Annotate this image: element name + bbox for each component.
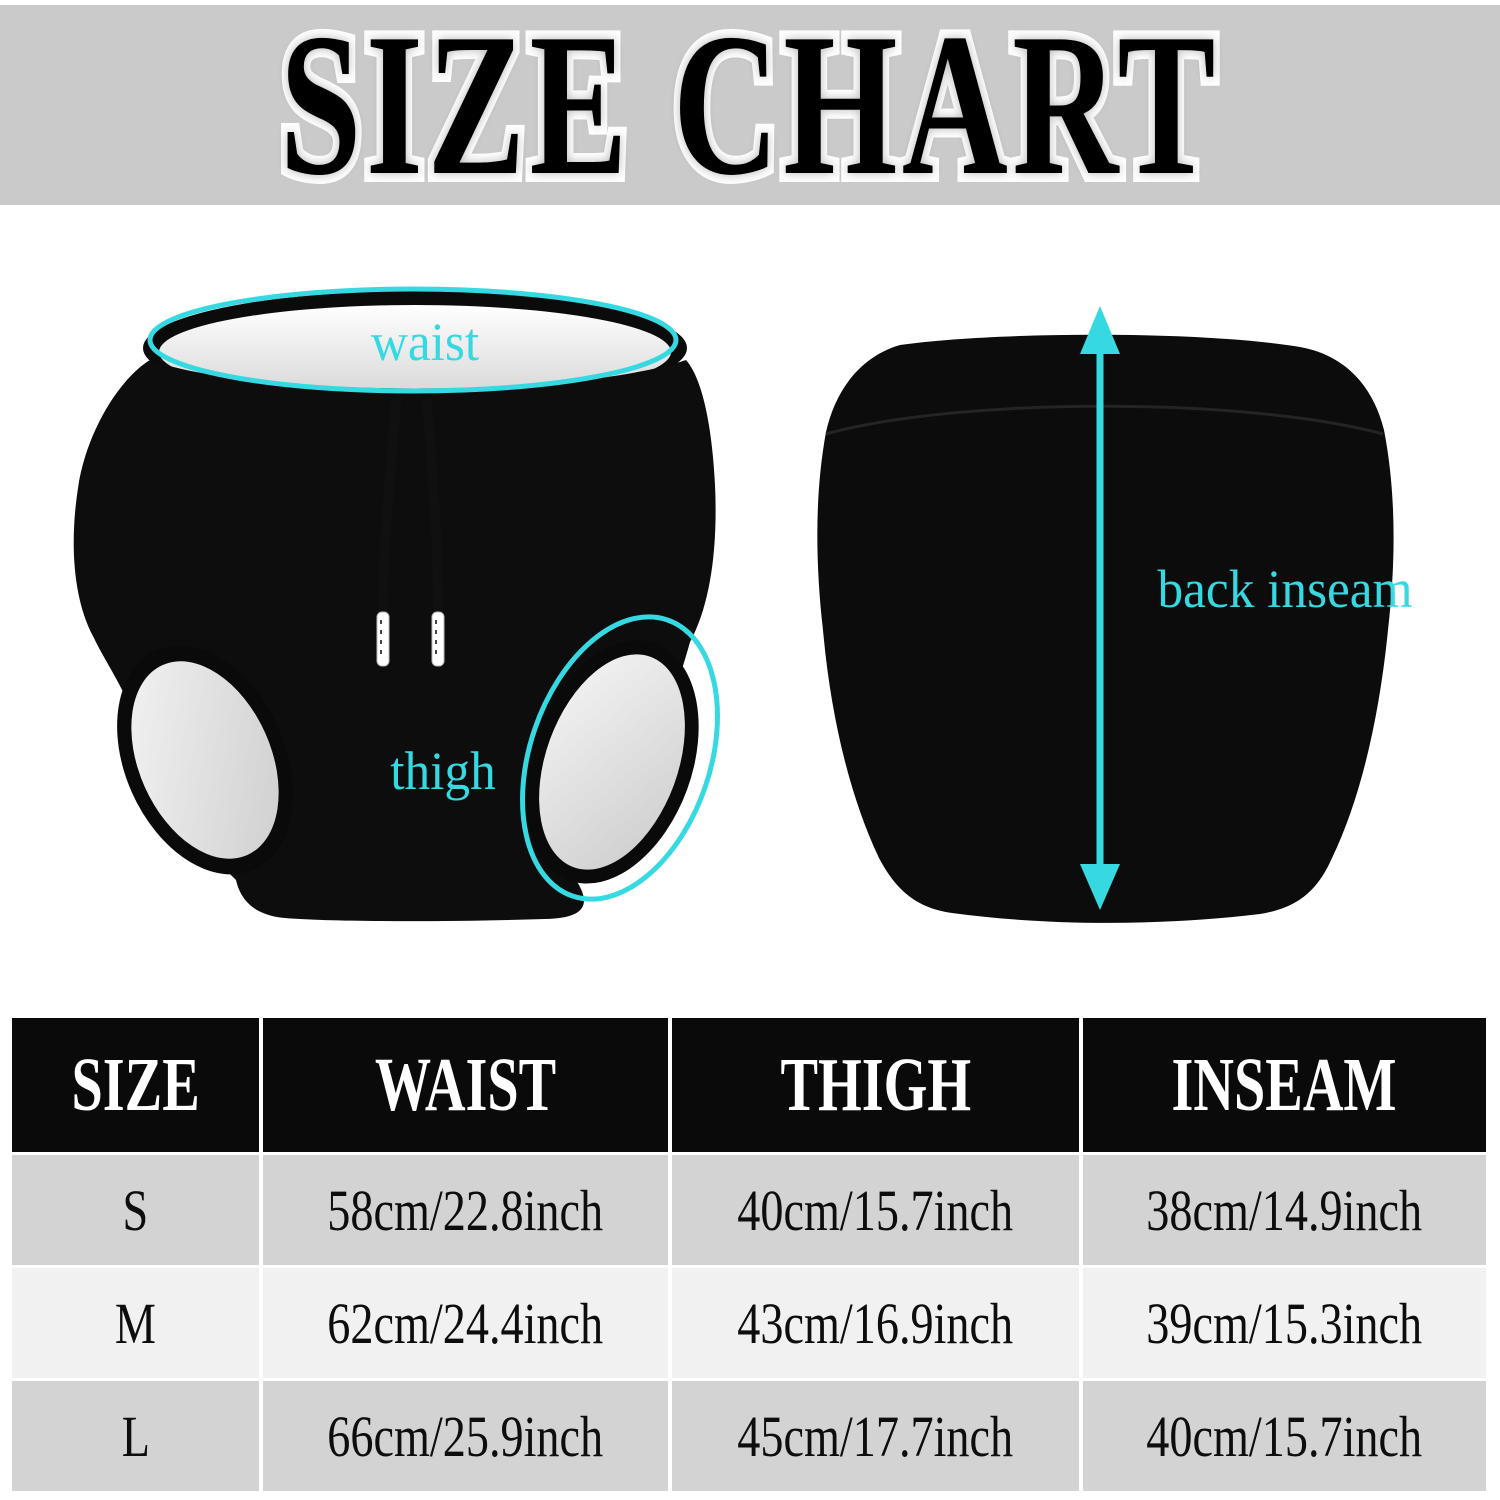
cell-inseam-s: 38cm/14.9inch (1083, 1155, 1486, 1265)
waist-opening-interior (159, 305, 671, 399)
cell-size-l: L (12, 1381, 259, 1491)
cell-thigh-m: 43cm/16.9inch (672, 1268, 1079, 1378)
back-inseam-label: back inseam (1157, 559, 1413, 619)
waist-measure-ellipse (147, 286, 679, 394)
thigh-label: thigh (390, 741, 496, 801)
drawstring-aglet (431, 611, 445, 667)
inseam-arrow (1080, 306, 1120, 910)
size-table: SIZE WAIST THIGH INSEAM S 58cm/22.8inch … (12, 1018, 1486, 1491)
cell-inseam-l: 40cm/15.7inch (1083, 1381, 1486, 1491)
drawstring-aglet (376, 611, 390, 667)
garment-illustration (73, 286, 1394, 923)
cell-thigh-l: 45cm/17.7inch (672, 1381, 1079, 1491)
front-garment (73, 286, 720, 922)
cell-waist-s: 58cm/22.8inch (263, 1155, 668, 1265)
header-cell-size: SIZE (12, 1018, 259, 1152)
cell-size-m: M (12, 1268, 259, 1378)
header-waist-text: WAIST (374, 1042, 557, 1127)
cell-waist-l: 66cm/25.9inch (263, 1381, 668, 1491)
thigh-measure-ellipse (520, 614, 720, 902)
header-size-text: SIZE (71, 1042, 200, 1127)
header-cell-inseam: INSEAM (1083, 1018, 1486, 1152)
header-inseam-text: INSEAM (1171, 1042, 1397, 1127)
header-cell-waist: WAIST (263, 1018, 668, 1152)
header-cell-thigh: THIGH (672, 1018, 1079, 1152)
header-thigh-text: THIGH (780, 1042, 971, 1127)
left-leg-hole (117, 645, 293, 875)
back-garment-body (817, 334, 1394, 923)
back-garment (817, 306, 1394, 923)
right-leg-hole (525, 640, 699, 884)
cell-waist-m: 62cm/24.4inch (263, 1268, 668, 1378)
title-banner: SIZE CHART (0, 0, 1500, 218)
page-title: SIZE CHART (274, 0, 1223, 218)
waist-label: waist (370, 312, 480, 372)
drawstrings (376, 399, 445, 667)
cell-size-s: S (12, 1155, 259, 1265)
cell-inseam-m: 39cm/15.3inch (1083, 1268, 1486, 1378)
cell-thigh-s: 40cm/15.7inch (672, 1155, 1079, 1265)
